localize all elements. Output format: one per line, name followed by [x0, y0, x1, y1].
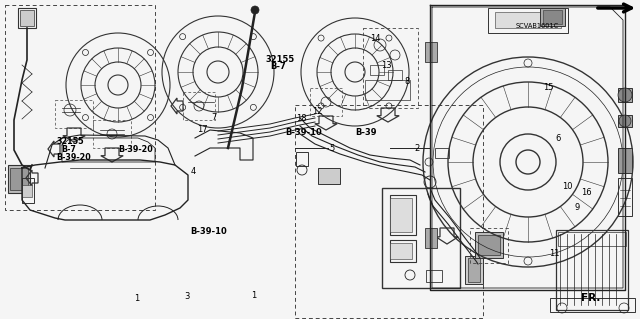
Bar	[550, 298, 635, 312]
Text: B-39-20: B-39-20	[56, 153, 91, 162]
Bar	[556, 230, 628, 310]
Text: 9: 9	[575, 204, 580, 212]
Text: 5: 5	[330, 144, 335, 153]
Bar	[388, 70, 402, 80]
Bar	[426, 270, 442, 282]
Bar	[425, 228, 437, 248]
Bar	[390, 240, 416, 262]
Text: SCVAB1601C: SCVAB1601C	[515, 23, 559, 28]
Bar	[558, 232, 626, 246]
Text: B-39-10: B-39-10	[191, 227, 227, 236]
Text: 32155: 32155	[266, 55, 295, 63]
Bar	[390, 198, 412, 232]
Bar	[18, 8, 36, 28]
Text: B-7: B-7	[61, 145, 76, 154]
Bar	[435, 148, 449, 158]
Text: 1: 1	[251, 291, 256, 300]
Bar	[5, 5, 155, 210]
Bar	[478, 235, 500, 255]
Bar	[543, 10, 562, 24]
Bar	[318, 168, 340, 184]
Bar	[540, 8, 565, 26]
Text: B-7: B-7	[271, 63, 287, 71]
Text: 32155: 32155	[56, 137, 84, 146]
Text: 6: 6	[556, 134, 561, 143]
Text: 16: 16	[581, 189, 592, 197]
Bar	[468, 258, 480, 282]
Text: 11: 11	[549, 249, 559, 258]
Bar	[93, 120, 131, 148]
Bar	[390, 195, 416, 235]
Bar	[370, 65, 384, 75]
Bar	[22, 185, 32, 197]
Bar	[295, 105, 483, 318]
Circle shape	[618, 88, 632, 102]
Text: 17: 17	[197, 125, 208, 134]
Text: 1: 1	[134, 294, 140, 303]
Bar	[618, 148, 632, 173]
Bar	[183, 92, 215, 120]
Bar	[475, 232, 503, 258]
Bar	[470, 228, 508, 263]
Text: 15: 15	[543, 83, 553, 92]
Bar	[425, 42, 437, 62]
Bar	[296, 152, 308, 166]
Text: 14: 14	[370, 34, 380, 43]
Text: FR.: FR.	[581, 293, 600, 303]
Text: 7: 7	[211, 113, 216, 122]
Bar	[22, 178, 34, 203]
Bar	[618, 88, 632, 102]
Text: 18: 18	[296, 114, 307, 123]
Text: 8: 8	[404, 77, 410, 86]
Bar	[20, 10, 34, 26]
Circle shape	[619, 115, 631, 127]
Text: 3: 3	[184, 292, 189, 301]
Text: B-39-10: B-39-10	[285, 128, 321, 137]
Text: 13: 13	[381, 61, 392, 70]
Bar	[390, 243, 412, 259]
Bar	[465, 256, 483, 284]
Bar	[618, 115, 632, 127]
Text: 2: 2	[415, 144, 420, 153]
Bar	[382, 188, 460, 288]
Bar	[488, 8, 568, 33]
Circle shape	[251, 6, 259, 14]
Bar	[495, 12, 561, 28]
Bar	[10, 168, 28, 190]
Bar	[618, 178, 632, 216]
Bar	[55, 100, 93, 128]
Text: 4: 4	[191, 167, 196, 176]
Bar	[310, 88, 342, 116]
Bar	[365, 80, 410, 100]
Text: B-39-20: B-39-20	[118, 145, 153, 154]
Bar	[8, 165, 30, 193]
Text: B-39: B-39	[355, 128, 377, 137]
Text: 12: 12	[312, 107, 323, 115]
Text: 10: 10	[562, 182, 572, 191]
Bar	[363, 28, 418, 108]
